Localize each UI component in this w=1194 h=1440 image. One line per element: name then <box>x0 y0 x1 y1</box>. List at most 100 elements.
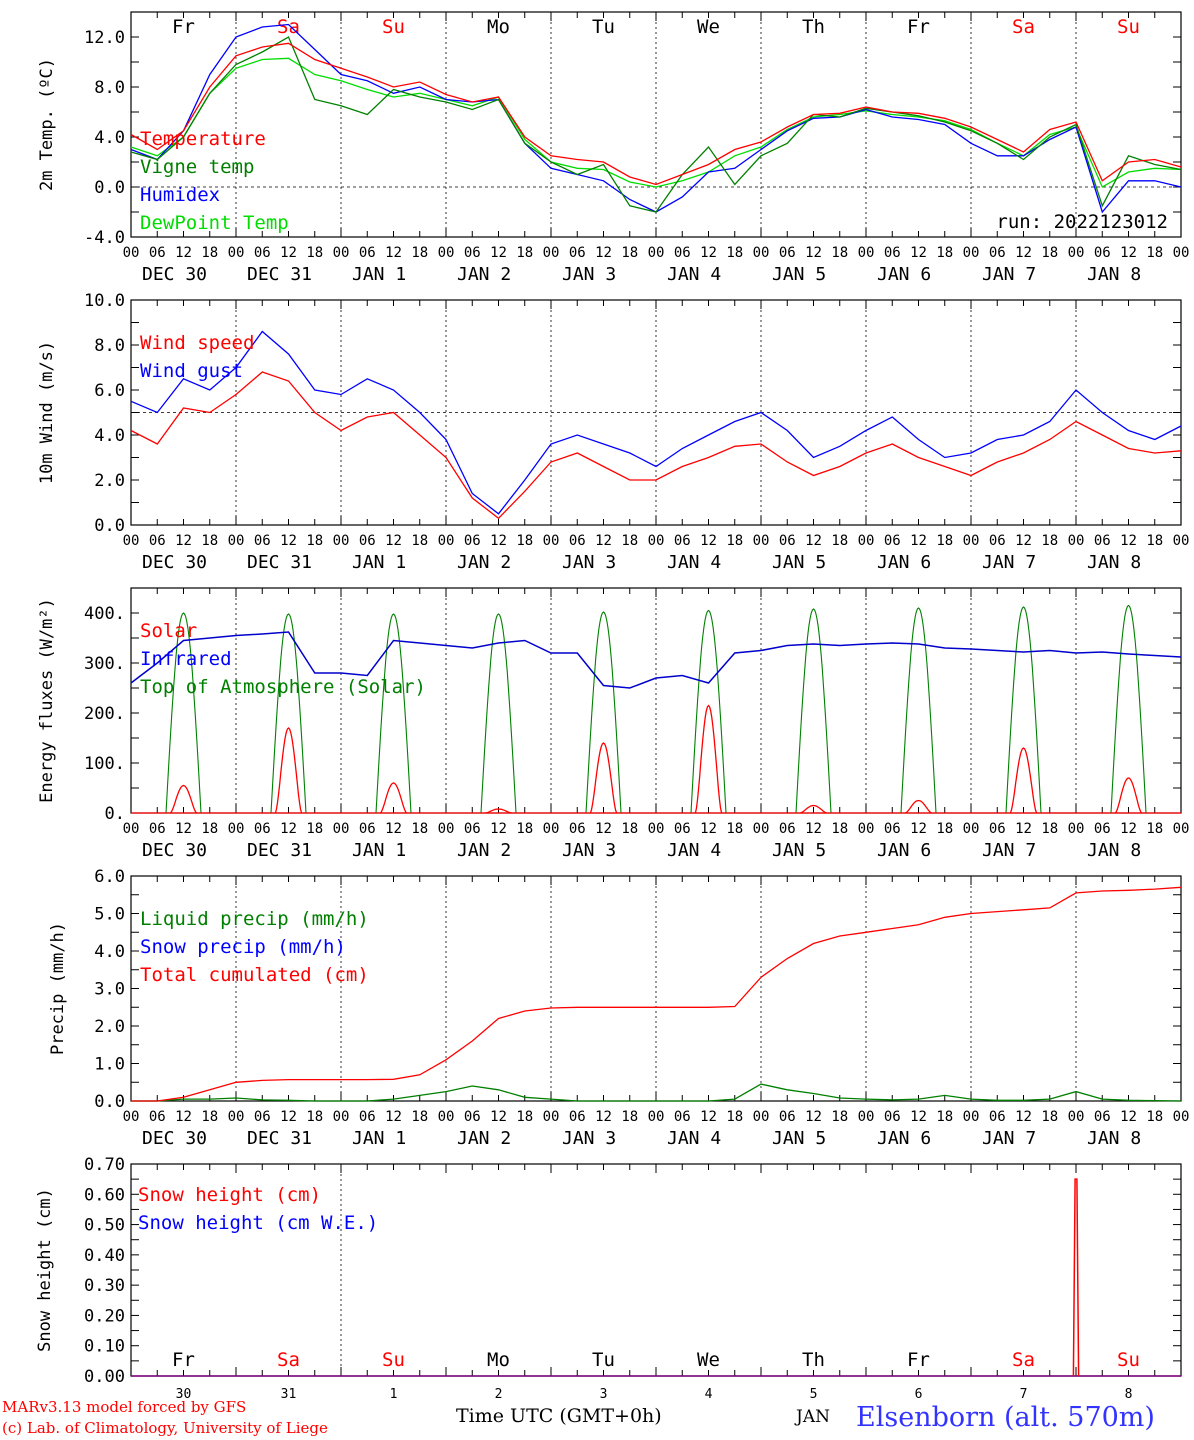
hour-tick-label: 00 <box>753 533 770 549</box>
hour-tick-label: 18 <box>831 245 848 261</box>
date-label: DEC 30 <box>142 552 207 573</box>
hour-tick-label: 12 <box>280 533 297 549</box>
y-tick-label: 2.0 <box>94 471 125 491</box>
hour-tick-label: 00 <box>438 821 455 837</box>
hour-tick-label: 00 <box>438 1109 455 1125</box>
hour-tick-label: 12 <box>1015 533 1032 549</box>
y-tick-label: 6.0 <box>94 381 125 401</box>
toa-solar-curve <box>480 613 517 814</box>
y-tick-label: 0.0 <box>94 516 125 536</box>
date-label: JAN 3 <box>562 552 616 573</box>
toa-solar-curve <box>1005 606 1042 814</box>
hour-tick-label: 06 <box>359 1109 376 1125</box>
weekday-label: Th <box>802 1349 825 1371</box>
weekday-label: Sa <box>1012 16 1035 38</box>
hour-tick-label: 00 <box>438 245 455 261</box>
hour-tick-label: 06 <box>989 1109 1006 1125</box>
hour-tick-label: 00 <box>543 245 560 261</box>
hour-tick-label: 06 <box>779 1109 796 1125</box>
hour-tick-label: 12 <box>385 1109 402 1125</box>
hour-tick-label: 06 <box>989 821 1006 837</box>
weekday-label: Fr <box>172 16 195 38</box>
hour-tick-label: 12 <box>1120 1109 1137 1125</box>
toa-solar-curve <box>375 613 412 814</box>
infrared-line <box>130 631 1182 689</box>
hour-tick-label: 00 <box>333 245 350 261</box>
date-label: DEC 31 <box>247 1128 312 1149</box>
toa-solar-curve <box>690 609 727 814</box>
hour-tick-label: 00 <box>963 245 980 261</box>
y-axis-title: 2m Temp. (ºC) <box>37 58 57 191</box>
hour-tick-label: 12 <box>385 533 402 549</box>
hour-tick-label: 12 <box>385 245 402 261</box>
weekday-label: Fr <box>172 1349 195 1371</box>
hour-tick-label: 00 <box>963 821 980 837</box>
hour-tick-label: 18 <box>201 1109 218 1125</box>
date-label: JAN 7 <box>982 552 1036 573</box>
hour-tick-label: 06 <box>254 245 271 261</box>
date-label: JAN 1 <box>352 1128 406 1149</box>
date-label: JAN 2 <box>457 1128 511 1149</box>
hour-tick-label: 00 <box>963 1109 980 1125</box>
hour-tick-label: 18 <box>936 533 953 549</box>
weekday-label: Mo <box>487 1349 510 1371</box>
weekday-label: Su <box>382 16 405 38</box>
hour-tick-label: 18 <box>516 245 533 261</box>
solar-curve <box>589 742 618 814</box>
snow-height-spike <box>1072 1178 1080 1377</box>
hour-tick-label: 00 <box>1173 1109 1190 1125</box>
hour-tick-label: 00 <box>1068 245 1085 261</box>
panel-5: 0.00 0.10 0.20 0.30 0.40 0.50 0.60 0.70 Snow hei… <box>35 1155 1182 1402</box>
hour-tick-label: 18 <box>411 1109 428 1125</box>
date-label: JAN 8 <box>1087 264 1141 285</box>
hour-tick-label: 12 <box>280 821 297 837</box>
date-label: JAN 4 <box>667 1128 721 1149</box>
hour-tick-label: 18 <box>621 821 638 837</box>
legend-entry: Humidex <box>140 184 220 206</box>
hour-tick-label: 06 <box>254 533 271 549</box>
hour-tick-label: 18 <box>726 1109 743 1125</box>
hour-tick-label: 18 <box>831 821 848 837</box>
day-number-label: 4 <box>705 1387 713 1402</box>
weekday-label: Su <box>382 1349 405 1371</box>
hour-tick-label: 00 <box>333 533 350 549</box>
hour-tick-label: 00 <box>543 533 560 549</box>
date-label: DEC 30 <box>142 840 207 861</box>
y-tick-label: 1.0 <box>94 1055 125 1075</box>
y-tick-label: 0.00 <box>84 1367 125 1387</box>
y-tick-label: 0.20 <box>84 1306 125 1326</box>
y-tick-label: 300. <box>84 654 125 674</box>
solar-curve <box>1114 777 1143 814</box>
hour-tick-label: 18 <box>411 533 428 549</box>
hour-tick-label: 12 <box>1015 245 1032 261</box>
hour-tick-label: 18 <box>936 245 953 261</box>
hour-tick-label: 12 <box>280 245 297 261</box>
y-tick-label: 5.0 <box>94 905 125 925</box>
date-label: JAN 2 <box>457 552 511 573</box>
hour-tick-label: 00 <box>1068 1109 1085 1125</box>
date-label: JAN 1 <box>352 552 406 573</box>
hour-tick-label: 18 <box>306 821 323 837</box>
date-label: DEC 31 <box>247 552 312 573</box>
legend-entry: DewPoint Temp <box>140 212 289 234</box>
weekday-label: Su <box>1117 1349 1140 1371</box>
y-tick-label: 0.70 <box>84 1155 125 1175</box>
toa-solar-curve <box>1110 604 1147 814</box>
hour-tick-label: 06 <box>1094 821 1111 837</box>
date-label: JAN 5 <box>772 552 826 573</box>
solar-curve <box>694 704 723 814</box>
y-tick-label: 3.0 <box>94 980 125 1000</box>
hour-tick-label: 18 <box>306 533 323 549</box>
hour-tick-label: 18 <box>831 533 848 549</box>
hour-tick-label: 06 <box>884 821 901 837</box>
weekday-label: We <box>697 1349 720 1371</box>
y-tick-label: 0.50 <box>84 1216 125 1236</box>
date-label: JAN 8 <box>1087 552 1141 573</box>
weekday-label: Su <box>1117 16 1140 38</box>
hour-tick-label: 06 <box>254 821 271 837</box>
weekday-label: Tu <box>592 16 615 38</box>
hour-tick-label: 12 <box>490 821 507 837</box>
toa-solar-curve <box>795 608 832 814</box>
weekday-label: We <box>697 16 720 38</box>
series-line-wind-speed <box>130 371 1182 520</box>
